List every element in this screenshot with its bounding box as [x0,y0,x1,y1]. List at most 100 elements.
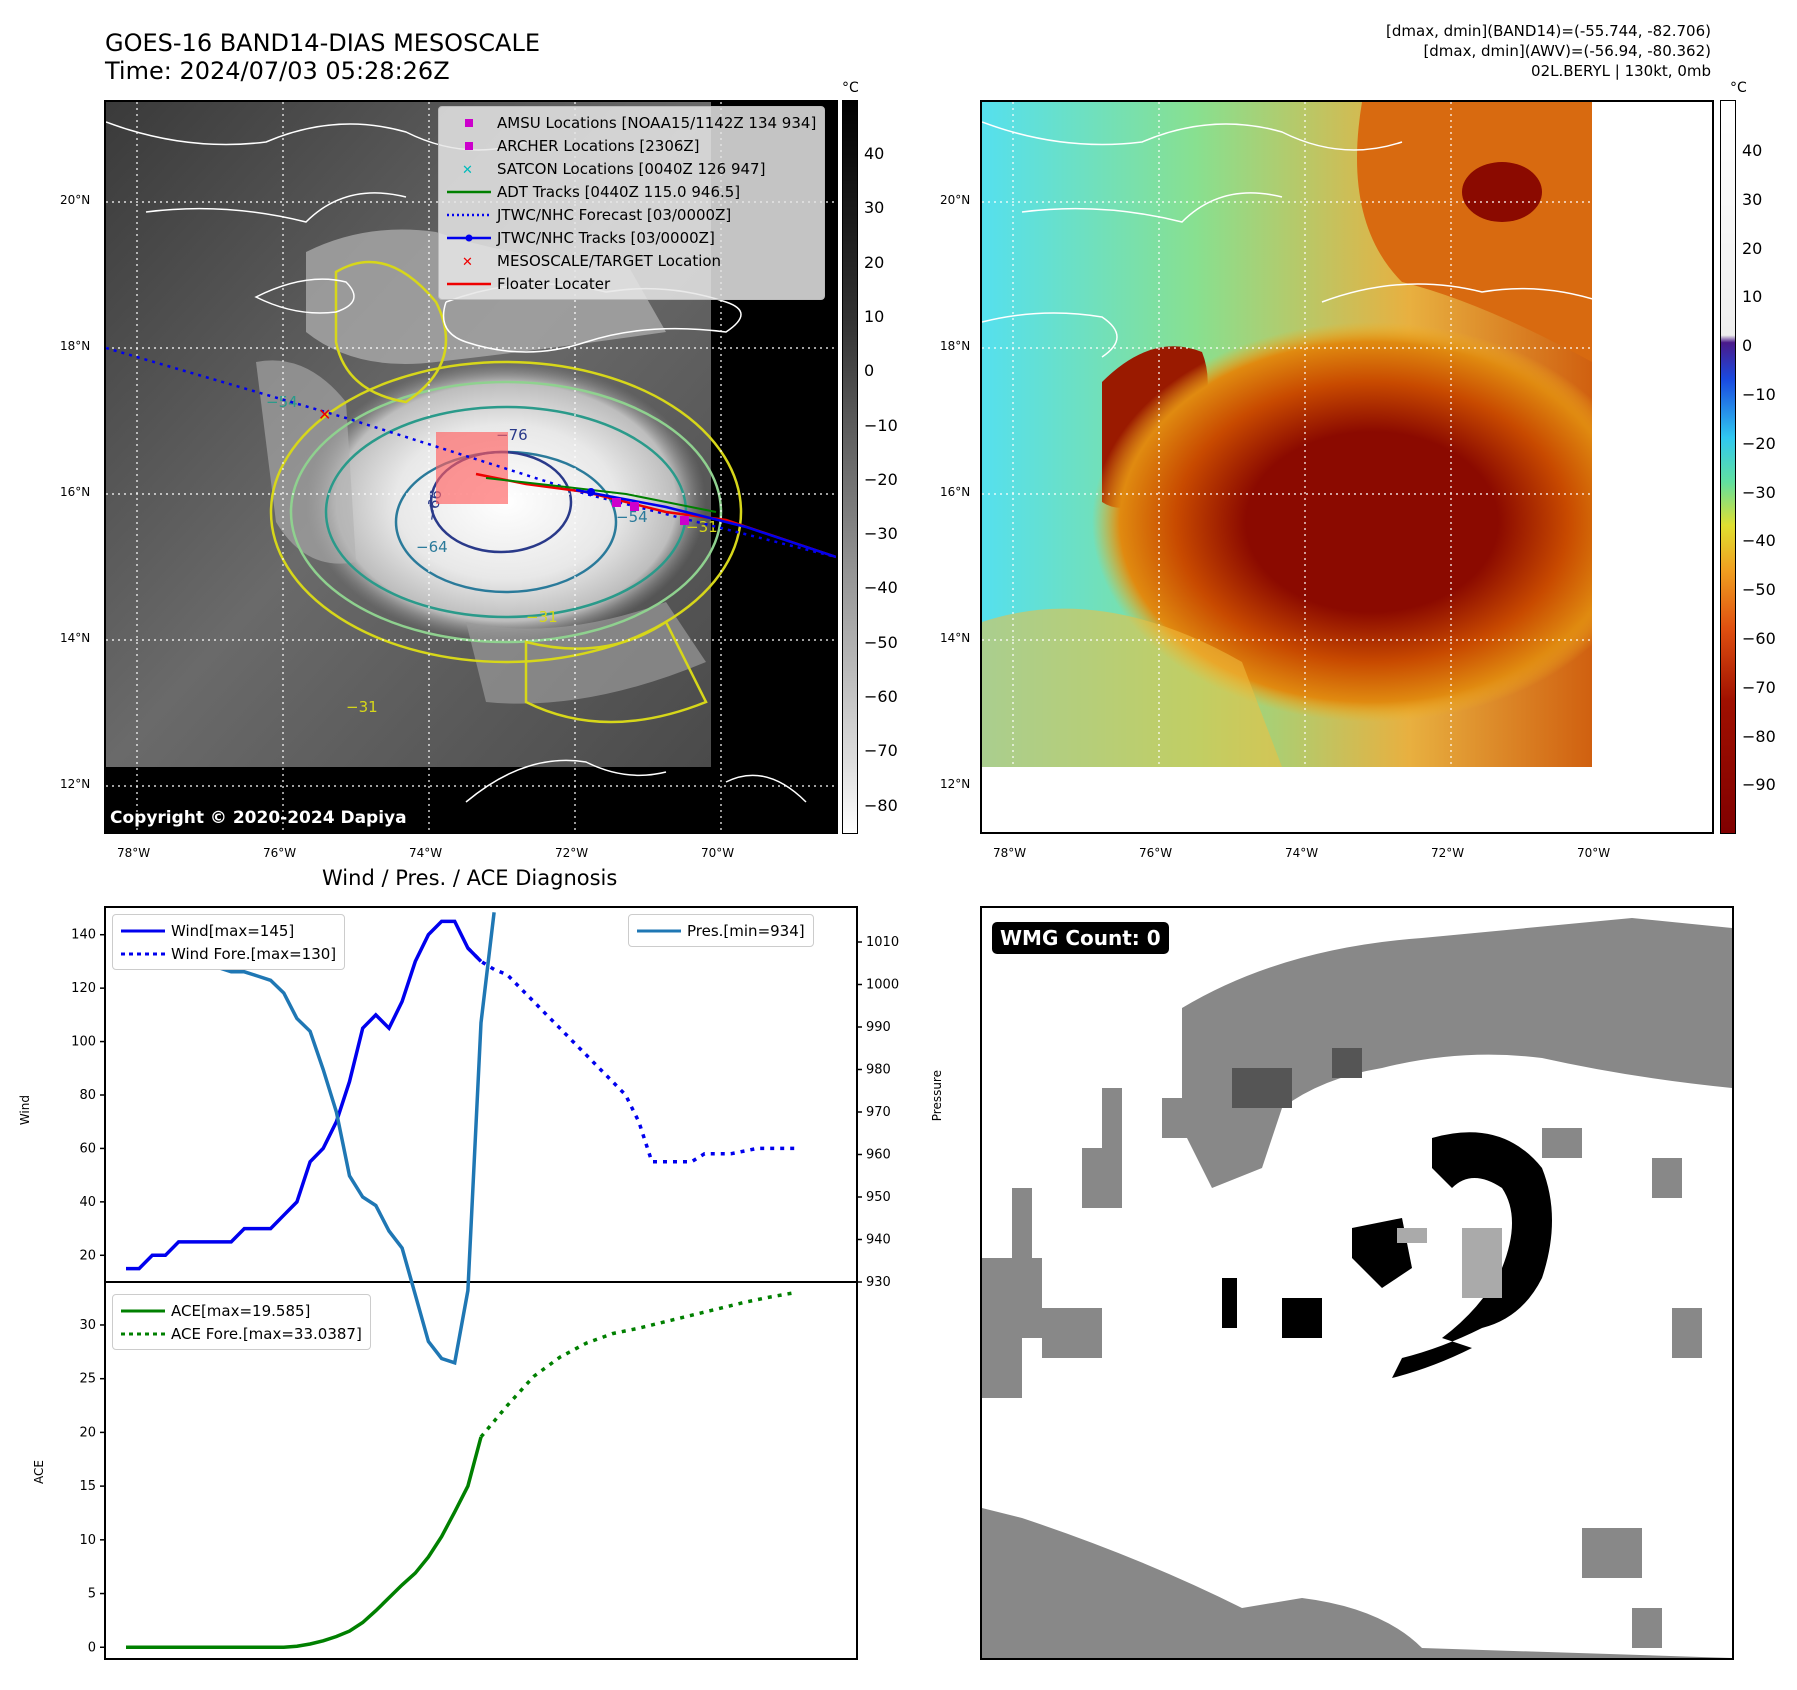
ace-series-line [126,1436,483,1650]
lat-label: 16°N [60,485,91,499]
legend-label: JTWC/NHC Tracks [03/0000Z] [497,228,715,247]
legend-symbol-icon [447,140,491,152]
pres-ytick-label: 980 [866,1063,891,1078]
wind-ytick-label: 120 [71,981,96,996]
wind-legend: Wind[max=145] Wind Fore.[max=130] [112,914,346,970]
dmax-awv: [dmax, dmin](AWV)=(-56.94, -80.362) [1423,42,1711,60]
legend-symbol-icon [447,209,491,221]
colorbar-left-tick: −10 [864,415,898,435]
storm-id: 02L.BERYL | 130kt, 0mb [1531,62,1711,80]
colorbar-left-tick: 20 [864,252,885,272]
map-legend-item: ADT Tracks [0440Z 115.0 946.5] [447,180,816,203]
colorbar-left-tick: −80 [864,795,898,815]
pres-legend: Pres.[min=934] [628,914,814,947]
ir-map-legend: AMSU Locations [NOAA15/1142Z 134 934] ARC… [438,106,826,300]
colorbar-left-tick: −70 [864,741,898,761]
wind-series-line [126,919,483,1271]
ace-ytick-label: 10 [79,1533,96,1548]
map-legend-item: ✕ MESOSCALE/TARGET Location [447,249,816,272]
colorbar-right-unit: °C [1730,80,1747,96]
ace-legend: ACE[max=19.585] ACE Fore.[max=33.0387] [112,1294,371,1350]
colorbar-left-tick: 40 [864,144,885,163]
legend-symbol-icon [447,117,491,129]
svg-text:✕: ✕ [318,405,331,424]
colorbar-right-tick: −80 [1742,726,1776,746]
colorbar-right-tick: −30 [1742,482,1776,502]
wind-ytick-label: 140 [71,928,96,943]
colorbar-left-tick: −50 [864,632,898,652]
svg-text:−31: −31 [686,518,718,536]
dmax-band14: [dmax, dmin](BAND14)=(-55.744, -82.706) [1386,22,1711,40]
colorbar-right-tick: −10 [1742,385,1776,404]
pres-ytick-label: 950 [866,1190,891,1205]
colorbar-right-tick: −70 [1742,677,1776,697]
lon-label: 76°W [263,846,297,860]
colorbar-right-tick: 10 [1742,287,1763,307]
pres-ytick-label: 930 [866,1275,891,1290]
colorbar-right-tick: −20 [1742,433,1776,453]
chart-title: GOES-16 BAND14-DIAS MESOSCALE [105,29,541,57]
wind-forecast-line [466,946,797,1164]
ace-forecast-line [479,1290,797,1439]
legend-wind: Wind[max=145] [121,921,295,940]
colorbar-left-tick: −60 [864,687,898,706]
colorbar-left-tick: 0 [864,361,875,381]
ace-ytick-label: 20 [79,1425,96,1440]
legend-label: ARCHER Locations [2306Z] [497,136,700,155]
wind-ytick-label: 20 [79,1248,96,1263]
legend-label: ADT Tracks [0440Z 115.0 946.5] [497,182,741,201]
legend-label: AMSU Locations [NOAA15/1142Z 134 934] [497,113,817,132]
lon-label: 78°W [117,846,151,860]
colorbar-left [842,100,858,834]
enhanced-map-svg [982,102,1712,832]
pres-ytick-label: 940 [866,1233,891,1248]
colorbar-left-tick: −20 [864,469,898,489]
lon-label: 72°W [1431,846,1465,860]
map-legend-item: ✕ SATCON Locations [0040Z 126 947] [447,157,816,180]
chart-time: Time: 2024/07/03 05:28:26Z [105,57,450,85]
colorbar-left-tick: 10 [864,306,885,326]
ace-ytick-label: 25 [79,1372,96,1387]
colorbar-right-tick: 0 [1742,336,1753,356]
ace-ylabel: ACE [32,1460,46,1484]
map-legend-item: JTWC/NHC Tracks [03/0000Z] [447,226,816,249]
colorbar-left-tick: 30 [864,198,885,218]
colorbar-right-tick: −90 [1742,775,1776,795]
colorbar-left-tick: −40 [864,578,898,598]
lat-label: 12°N [940,777,971,791]
lat-label: 14°N [940,631,971,645]
wmg-svg [982,918,1732,1658]
lat-label: 20°N [940,193,971,207]
wmg-panel: WMG Count: 0 [980,906,1734,1660]
lon-label: 70°W [1577,846,1611,860]
legend-ace-fore: ACE Fore.[max=33.0387] [121,1324,362,1343]
legend-wind-fore: Wind Fore.[max=130] [121,944,337,963]
lat-label: 14°N [60,631,91,645]
lat-label: 18°N [60,339,91,353]
diagnosis-title: Wind / Pres. / ACE Diagnosis [322,866,618,890]
legend-symbol-icon [447,186,491,198]
pres-ylabel: Pressure [930,1070,944,1122]
colorbar-left-unit: °C [842,80,859,96]
legend-label: MESOSCALE/TARGET Location [497,251,722,270]
wind-ytick-label: 80 [79,1088,96,1103]
pres-ytick-label: 970 [866,1105,891,1120]
svg-text:−31: −31 [346,698,378,716]
pres-ytick-label: 1000 [866,978,899,993]
svg-text:−54: −54 [266,393,298,411]
colorbar-right-tick: 30 [1742,189,1763,209]
colorbar-left-tick: −30 [864,524,898,544]
wind-ylabel-text: Wind [18,1095,32,1126]
map-legend-item: Floater Locater [447,272,816,295]
pres-ytick-label: 990 [866,1020,891,1035]
map-legend-item: JTWC/NHC Forecast [03/0000Z] [447,203,816,226]
lon-label: 74°W [409,846,443,860]
colorbar-right [1720,100,1736,834]
legend-symbol-icon [447,232,491,244]
lat-label: 18°N [940,339,971,353]
svg-text:✕: ✕ [462,255,473,267]
ace-ytick-label: 5 [88,1587,96,1602]
legend-symbol-icon: ✕ [447,163,491,175]
ir-map-panel: −76 −66 −64 −54 −54 −31 −31 −31 [104,100,838,834]
